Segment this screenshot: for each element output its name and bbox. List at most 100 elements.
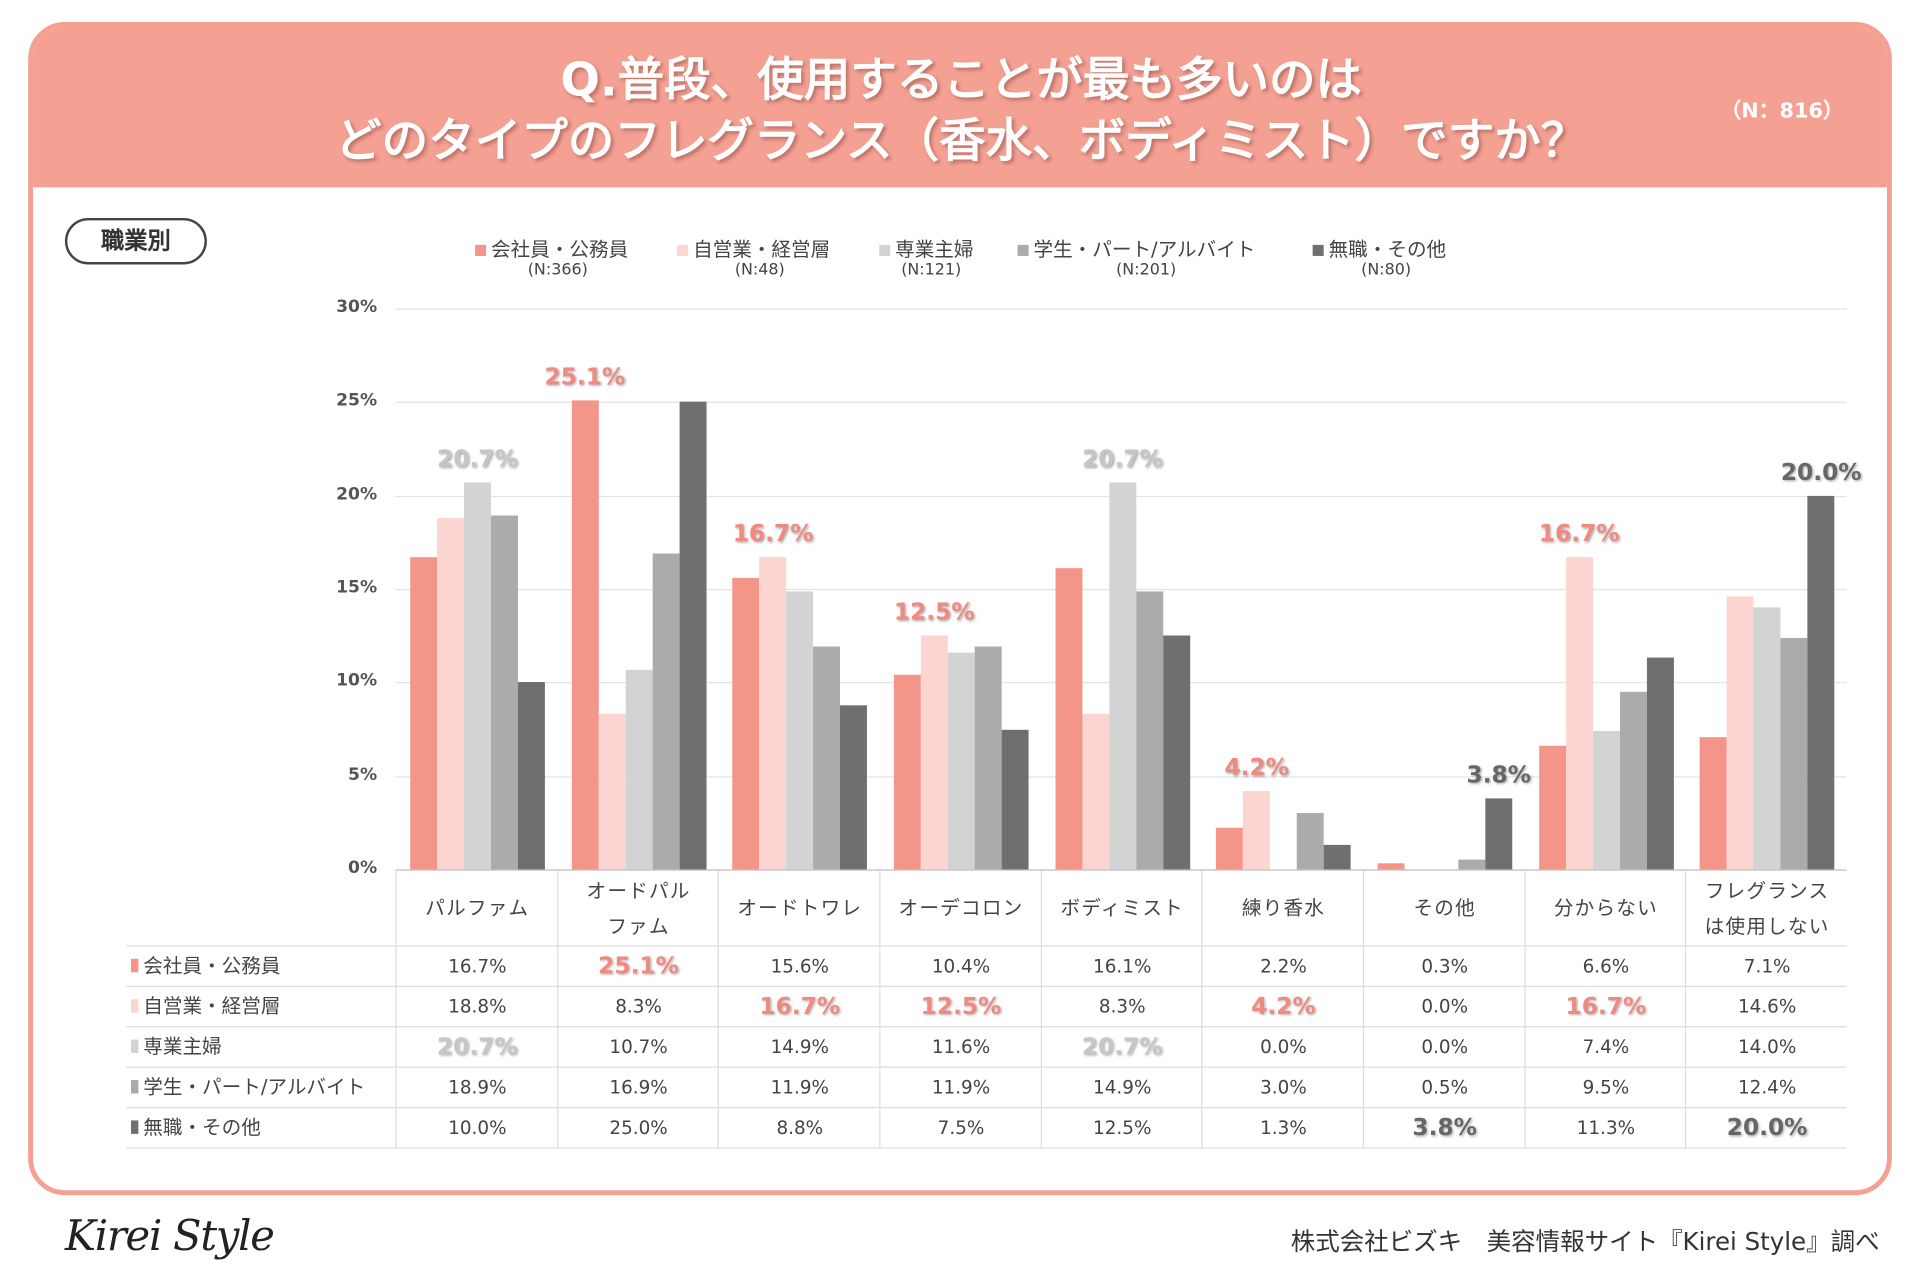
table-cell: 10.0%	[395, 1108, 558, 1149]
category-label-text: フレグランス は使用しない	[1704, 878, 1830, 938]
bar	[1458, 860, 1486, 870]
gridline	[395, 308, 1847, 310]
bar	[840, 704, 868, 870]
bar	[920, 635, 948, 870]
table-cell: 0.0%	[1201, 1027, 1364, 1068]
bar	[1055, 568, 1083, 870]
bar	[1377, 863, 1405, 870]
table-row: 自営業・経営層 18.8% 8.3% 16.7% 12.5% 8.3% 4.2% 0.0% 16…	[126, 985, 1847, 1028]
legend-sample-size: (N:121)	[901, 260, 962, 280]
bar	[1538, 746, 1566, 870]
bar	[1807, 495, 1835, 870]
sample-size: （N：816）	[1720, 99, 1844, 124]
bar	[1780, 637, 1808, 870]
table-bottom-border	[126, 1147, 1847, 1149]
legend-swatch	[879, 244, 891, 256]
highlight-data-label: 4.2%	[1224, 754, 1289, 782]
table-cell: 16.1%	[1040, 946, 1202, 987]
table-cell: 8.3%	[1040, 986, 1202, 1028]
table-cell: 14.9%	[717, 1027, 880, 1068]
bar	[437, 517, 465, 870]
bar	[947, 652, 975, 870]
title-line-2: どのタイプのフレグランス（香水、ボディミスト）ですか？	[335, 113, 1588, 168]
row-label: 専業主婦	[131, 1027, 222, 1065]
table-cell: 4.2%	[1201, 986, 1364, 1028]
table-cell: 9.5%	[1524, 1067, 1686, 1109]
table-cell: 2.2%	[1201, 946, 1364, 987]
row-label: 自営業・経営層	[131, 987, 280, 1025]
category-label-text: その他	[1413, 896, 1476, 920]
table-cell: 0.3%	[1362, 946, 1525, 987]
table-cell: 12.4%	[1685, 1067, 1847, 1109]
bar	[1646, 658, 1674, 870]
table-cell: 20.7%	[1040, 1027, 1202, 1068]
table-cell: 18.9%	[395, 1067, 558, 1109]
table-cell: 3.0%	[1201, 1067, 1364, 1109]
segment-label: 職業別	[64, 217, 207, 265]
bar	[410, 557, 438, 870]
table-cell: 10.4%	[879, 946, 1041, 987]
legend-swatch	[475, 244, 487, 256]
bar	[571, 400, 599, 870]
table-cell: 7.1%	[1685, 946, 1847, 987]
legend-swatch	[1312, 244, 1324, 256]
legend-swatch	[677, 244, 689, 256]
table-cell: 14.0%	[1685, 1027, 1847, 1068]
table-cell: 0.5%	[1362, 1067, 1525, 1109]
bar	[1565, 557, 1593, 870]
table-cell: 16.7%	[1524, 986, 1686, 1028]
table-cell: 12.5%	[879, 986, 1041, 1028]
table-cell: 7.4%	[1524, 1027, 1686, 1068]
legend-item: 自営業・経営層 (N:48)	[677, 233, 842, 279]
bar	[679, 402, 707, 870]
bar	[1700, 736, 1727, 870]
table-cell: 16.7%	[717, 986, 880, 1028]
category-label: ボディミスト	[1040, 870, 1202, 946]
legend-label: 学生・パート/アルバイト	[1033, 237, 1256, 261]
table-cell: 12.5%	[1040, 1108, 1202, 1149]
table-cell: 8.8%	[717, 1108, 880, 1149]
table-row: 学生・パート/アルバイト 18.9% 16.9% 11.9% 11.9% 14.9% 3.0…	[126, 1066, 1847, 1109]
gridline	[395, 869, 1847, 871]
legend-item: 専業主婦 (N:121)	[879, 233, 983, 279]
table-cell: 20.7%	[395, 1027, 558, 1068]
category-label-text: パルファム	[425, 896, 530, 920]
bar	[1592, 731, 1620, 870]
table-cell: 25.0%	[556, 1108, 719, 1149]
row-swatch	[131, 999, 139, 1013]
bar	[813, 646, 841, 870]
table-cell: 0.0%	[1362, 986, 1525, 1028]
legend-sample-size: (N:48)	[734, 260, 785, 280]
category-label: その他	[1362, 870, 1525, 946]
table-row: 会社員・公務員 16.7% 25.1% 15.6% 10.4% 16.1% 2.2% 0.3%…	[126, 945, 1847, 987]
table-cell: 11.9%	[879, 1067, 1041, 1109]
table-cell: 20.0%	[1685, 1108, 1847, 1149]
kirei-style-logo: Kirei Style	[64, 1212, 275, 1262]
legend-sample-size: (N:201)	[1116, 260, 1177, 280]
table-cell: 14.9%	[1040, 1067, 1202, 1109]
y-tick-label: 15%	[336, 577, 378, 598]
row-swatch	[131, 1080, 139, 1094]
row-label: 無職・その他	[131, 1108, 261, 1146]
title-line-1: Q.普段、使用することが最も多いのは	[560, 52, 1363, 107]
row-swatch	[131, 1039, 139, 1054]
legend-label: 無職・その他	[1328, 237, 1447, 261]
y-tick-label: 30%	[336, 297, 378, 318]
y-tick-label: 5%	[348, 764, 378, 785]
bar	[517, 682, 545, 870]
highlight-data-label: 20.7%	[1082, 445, 1163, 473]
bar	[1082, 714, 1109, 870]
gridline	[395, 402, 1847, 404]
category-label: オードパル ファム	[556, 870, 719, 946]
legend-label: 専業主婦	[895, 237, 974, 261]
category-label: オーデコロン	[879, 870, 1041, 946]
bar	[893, 674, 921, 870]
row-label: 会社員・公務員	[131, 947, 280, 985]
legend-sample-size: (N:80)	[1361, 260, 1412, 280]
table-cell: 7.5%	[879, 1108, 1041, 1149]
highlight-data-label: 25.1%	[544, 363, 626, 391]
legend-label: 会社員・公務員	[491, 237, 629, 261]
table-cell: 11.9%	[717, 1067, 880, 1109]
category-label-text: 分からない	[1553, 896, 1658, 920]
highlight-data-label: 20.7%	[437, 445, 518, 473]
